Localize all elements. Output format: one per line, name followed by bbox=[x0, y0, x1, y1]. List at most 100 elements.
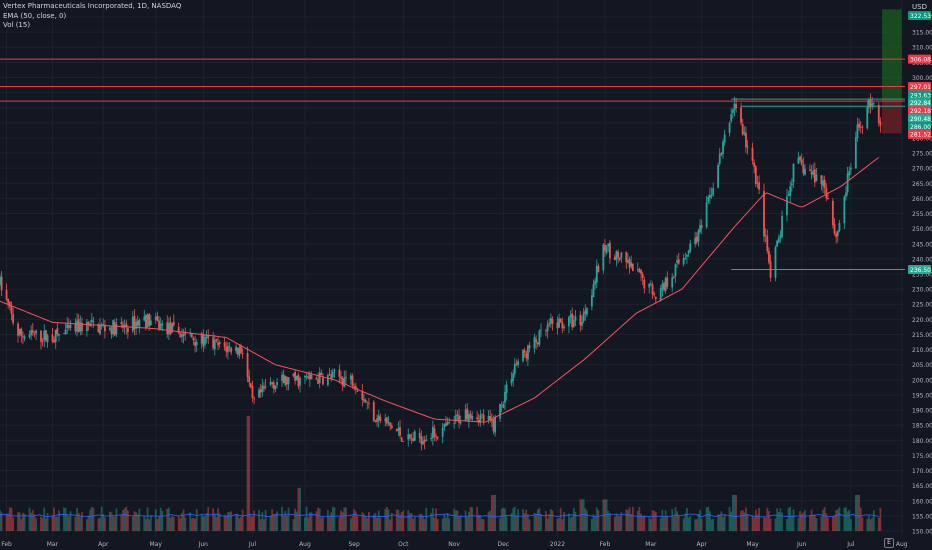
candle-body[interactable] bbox=[695, 236, 698, 243]
candle-body[interactable] bbox=[192, 337, 195, 341]
candle-body[interactable] bbox=[671, 277, 674, 288]
candle-body[interactable] bbox=[664, 277, 667, 291]
candle-body[interactable] bbox=[594, 280, 597, 285]
candle-body[interactable] bbox=[379, 416, 382, 421]
candle-body[interactable] bbox=[754, 166, 757, 184]
candle-body[interactable] bbox=[595, 265, 598, 283]
candle-body[interactable] bbox=[304, 376, 306, 378]
candle-body[interactable] bbox=[31, 330, 34, 333]
candle-body[interactable] bbox=[699, 225, 701, 232]
candle-body[interactable] bbox=[686, 255, 688, 257]
candle-body[interactable] bbox=[131, 317, 134, 332]
candle-body[interactable] bbox=[443, 424, 446, 428]
price-label[interactable]: 292.18 bbox=[910, 108, 931, 115]
candle-body[interactable] bbox=[607, 243, 610, 247]
candle-body[interactable] bbox=[374, 420, 377, 422]
candle-body[interactable] bbox=[523, 350, 526, 353]
candle-body[interactable] bbox=[5, 289, 8, 300]
candle-body[interactable] bbox=[649, 283, 652, 285]
candle-body[interactable] bbox=[500, 405, 503, 407]
candle-body[interactable] bbox=[856, 124, 859, 139]
candle-body[interactable] bbox=[74, 323, 77, 332]
candle-body[interactable] bbox=[879, 121, 882, 126]
candle-body[interactable] bbox=[230, 347, 233, 353]
candle-body[interactable] bbox=[66, 324, 69, 329]
candle-body[interactable] bbox=[269, 381, 272, 385]
candle-body[interactable] bbox=[248, 376, 251, 383]
candle-body[interactable] bbox=[274, 385, 277, 390]
candle-body[interactable] bbox=[251, 386, 254, 398]
candle-body[interactable] bbox=[63, 333, 65, 334]
candle-body[interactable] bbox=[435, 436, 438, 438]
candle-body[interactable] bbox=[654, 296, 657, 300]
candle-body[interactable] bbox=[0, 276, 1, 285]
price-label[interactable]: 297.01 bbox=[910, 84, 931, 91]
candle-body[interactable] bbox=[687, 250, 690, 254]
candle-body[interactable] bbox=[535, 338, 538, 342]
candle-body[interactable] bbox=[490, 418, 493, 422]
candle-body[interactable] bbox=[615, 251, 618, 260]
candle-body[interactable] bbox=[763, 190, 765, 237]
candle-body[interactable] bbox=[674, 264, 677, 277]
candle-body[interactable] bbox=[620, 252, 623, 259]
candle-body[interactable] bbox=[341, 378, 344, 386]
candle-body[interactable] bbox=[377, 415, 380, 421]
candle-body[interactable] bbox=[877, 104, 880, 123]
candle-body[interactable] bbox=[172, 321, 175, 326]
candle-body[interactable] bbox=[276, 382, 278, 386]
candle-body[interactable] bbox=[786, 196, 788, 216]
candle-body[interactable] bbox=[789, 186, 792, 196]
candle-body[interactable] bbox=[241, 353, 244, 355]
candle-body[interactable] bbox=[790, 183, 793, 186]
candle-body[interactable] bbox=[422, 440, 424, 445]
candle-body[interactable] bbox=[584, 310, 587, 314]
candle-body[interactable] bbox=[559, 318, 562, 323]
candle-body[interactable] bbox=[145, 315, 147, 328]
candle-body[interactable] bbox=[79, 322, 82, 332]
candle-body[interactable] bbox=[546, 324, 549, 332]
candle-body[interactable] bbox=[294, 371, 297, 381]
candle-body[interactable] bbox=[41, 341, 44, 343]
candle-body[interactable] bbox=[590, 295, 593, 307]
candle-body[interactable] bbox=[745, 132, 747, 148]
candle-body[interactable] bbox=[548, 323, 551, 325]
candle-body[interactable] bbox=[871, 103, 874, 106]
candle-body[interactable] bbox=[407, 434, 410, 440]
candle-body[interactable] bbox=[177, 326, 180, 334]
candle-body[interactable] bbox=[133, 315, 136, 330]
candle-body[interactable] bbox=[731, 109, 734, 114]
candle-body[interactable] bbox=[402, 441, 405, 442]
candle-body[interactable] bbox=[581, 321, 583, 326]
candle-body[interactable] bbox=[99, 325, 101, 334]
candle-body[interactable] bbox=[799, 156, 801, 160]
candle-body[interactable] bbox=[418, 432, 421, 439]
candle-body[interactable] bbox=[618, 258, 621, 260]
candle-body[interactable] bbox=[112, 320, 115, 335]
candle-body[interactable] bbox=[400, 437, 403, 442]
candle-body[interactable] bbox=[354, 386, 357, 390]
candle-body[interactable] bbox=[608, 242, 611, 259]
candle-body[interactable] bbox=[774, 247, 777, 278]
candle-body[interactable] bbox=[384, 418, 387, 422]
candle-body[interactable] bbox=[92, 321, 95, 323]
candle-body[interactable] bbox=[158, 320, 160, 330]
candle-body[interactable] bbox=[146, 314, 149, 327]
candle-body[interactable] bbox=[271, 381, 274, 384]
candle-body[interactable] bbox=[604, 244, 606, 252]
candle-body[interactable] bbox=[869, 99, 872, 108]
candle-body[interactable] bbox=[663, 282, 665, 291]
candle-body[interactable] bbox=[104, 325, 106, 332]
candle-body[interactable] bbox=[349, 375, 352, 380]
candle-body[interactable] bbox=[281, 374, 283, 381]
candle-body[interactable] bbox=[366, 401, 369, 403]
candle-body[interactable] bbox=[43, 330, 46, 341]
candle-body[interactable] bbox=[743, 132, 746, 135]
candle-body[interactable] bbox=[689, 243, 692, 252]
candle-body[interactable] bbox=[866, 107, 869, 129]
price-label[interactable]: 286.00 bbox=[910, 124, 931, 131]
candle-body[interactable] bbox=[825, 187, 828, 199]
candle-body[interactable] bbox=[12, 314, 15, 323]
candle-body[interactable] bbox=[23, 336, 26, 339]
candle-body[interactable] bbox=[213, 340, 216, 350]
candle-body[interactable] bbox=[858, 123, 860, 128]
